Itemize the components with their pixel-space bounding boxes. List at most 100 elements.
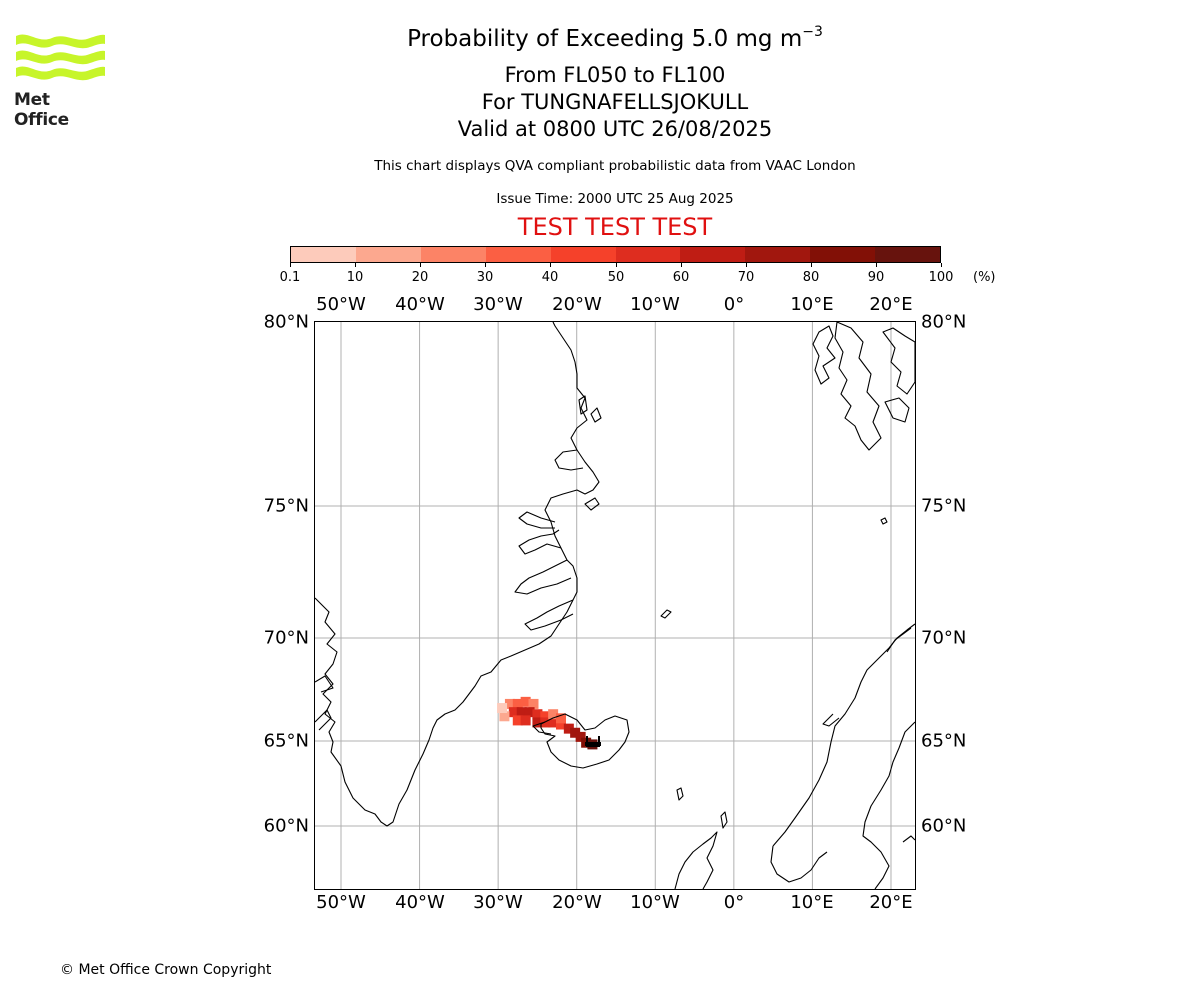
colorbar-unit: (%) [973, 270, 996, 285]
lat-label-left: 80°N [263, 311, 309, 333]
plume-cell [555, 713, 566, 724]
title-volcano: For TUNGNAFELLSJOKULL [481, 90, 749, 114]
lon-label-top: 10°W [630, 294, 680, 315]
plume-cell [563, 723, 574, 734]
graticule [315, 322, 915, 889]
greenland-fjord-3 [514, 559, 572, 595]
colorbar-tick [811, 263, 812, 267]
plume-cell [516, 707, 527, 718]
greenland-fjord-4 [524, 599, 574, 631]
colorbar-tick [746, 263, 747, 267]
lon-label-top: 50°W [316, 294, 366, 315]
plume-cell [520, 696, 531, 707]
plume-cell [532, 709, 543, 720]
plume-cell [532, 717, 543, 728]
greenland-island-2 [590, 407, 602, 423]
colorbar-tick-label: 30 [476, 270, 494, 285]
norway-coast [772, 623, 916, 847]
coastlines [314, 321, 916, 890]
norway-south [770, 845, 828, 883]
scotland-coast [674, 831, 718, 890]
lon-label-top: 30°W [473, 294, 523, 315]
lon-label-top: 20°E [869, 294, 913, 315]
colorbar-tick-label: 20 [411, 270, 429, 285]
title-superscript: −3 [802, 24, 823, 40]
lon-label-bottom: 20°W [552, 892, 602, 913]
colorbar-tick [941, 263, 942, 267]
lon-label-bottom: 30°W [473, 892, 523, 913]
colorbar-segment [615, 247, 681, 262]
plume-cell [540, 711, 551, 722]
plume-cell [499, 711, 510, 722]
iceland-coast [540, 713, 630, 769]
colorbar-tick-label: 10 [346, 270, 364, 285]
lon-label-top: 0° [723, 294, 745, 315]
jan-mayen [660, 609, 672, 619]
greenland-island-1 [578, 395, 588, 415]
lat-label-right: 80°N [921, 311, 967, 333]
issue-time: Issue Time: 2000 UTC 25 Aug 2025 [496, 191, 734, 207]
colorbar-tick [355, 263, 356, 267]
lon-label-bottom: 50°W [316, 892, 366, 913]
greenland-west-bits [314, 709, 332, 731]
title-line1: Probability of Exceeding 5.0 mg m [407, 26, 803, 52]
lat-label-right: 75°N [921, 495, 967, 517]
plume-cell [520, 715, 531, 726]
lon-label-bottom: 0° [723, 892, 745, 913]
greenland-fjord-5 [554, 449, 584, 471]
lon-label-top: 40°W [395, 294, 445, 315]
colorbar-tick-label: 40 [541, 270, 559, 285]
chart-description: This chart displays QVA compliant probab… [374, 158, 856, 174]
colorbar-segment [355, 247, 421, 262]
bear-island [880, 517, 888, 525]
colorbar-tick [550, 263, 551, 267]
colorbar-segment [291, 247, 356, 262]
greenland-west-bits-2 [314, 675, 334, 693]
plume-cell [504, 698, 515, 709]
colorbar-tick-label: 80 [802, 270, 820, 285]
lon-label-top: 10°E [790, 294, 834, 315]
greenland-island-3 [584, 497, 600, 511]
lat-label-right: 70°N [921, 627, 967, 649]
plume-cell [508, 707, 519, 718]
title-flight-levels: From FL050 to FL100 [504, 63, 726, 87]
met-office-logo: Met Office [14, 30, 106, 130]
logo-text: Met Office [14, 90, 69, 130]
colorbar-tick-label: 60 [672, 270, 690, 285]
plume-cell [512, 698, 523, 709]
map-canvas [314, 321, 916, 890]
plume-cell [555, 719, 566, 730]
colorbar-tick-label: 90 [867, 270, 885, 285]
lat-label-left: 70°N [263, 627, 309, 649]
shetland [720, 811, 728, 829]
colorbar-tick-label: 50 [607, 270, 625, 285]
colorbar-segment [745, 247, 811, 262]
plume-cell [528, 698, 539, 709]
svalbard-edgeoya [884, 397, 910, 423]
plume-cell [575, 731, 586, 742]
lon-label-top: 20°W [552, 294, 602, 315]
lat-label-left: 60°N [263, 815, 309, 837]
lat-label-right: 60°N [921, 815, 967, 837]
colorbar-tick [681, 263, 682, 267]
greenland-coast [314, 321, 600, 827]
colorbar-segment [875, 247, 941, 262]
plume-cell [570, 727, 581, 738]
lon-label-bottom: 10°E [790, 892, 834, 913]
probability-colorbar [290, 246, 941, 263]
lat-label-left: 75°N [263, 495, 309, 517]
faroe-islands [676, 787, 684, 801]
lofoten [822, 713, 840, 727]
plume-cell [512, 715, 523, 726]
map-panel[interactable] [314, 321, 916, 890]
plume-cell [548, 717, 559, 728]
lon-label-bottom: 20°E [869, 892, 913, 913]
lat-label-right: 65°N [921, 730, 967, 752]
volcano-marker [585, 736, 601, 747]
norway-north-cape [886, 627, 912, 653]
svalbard-east [882, 327, 916, 395]
plume-cell [524, 707, 535, 718]
colorbar-tick [485, 263, 486, 267]
colorbar-tick [420, 263, 421, 267]
test-banner: TEST TEST TEST [517, 213, 713, 241]
